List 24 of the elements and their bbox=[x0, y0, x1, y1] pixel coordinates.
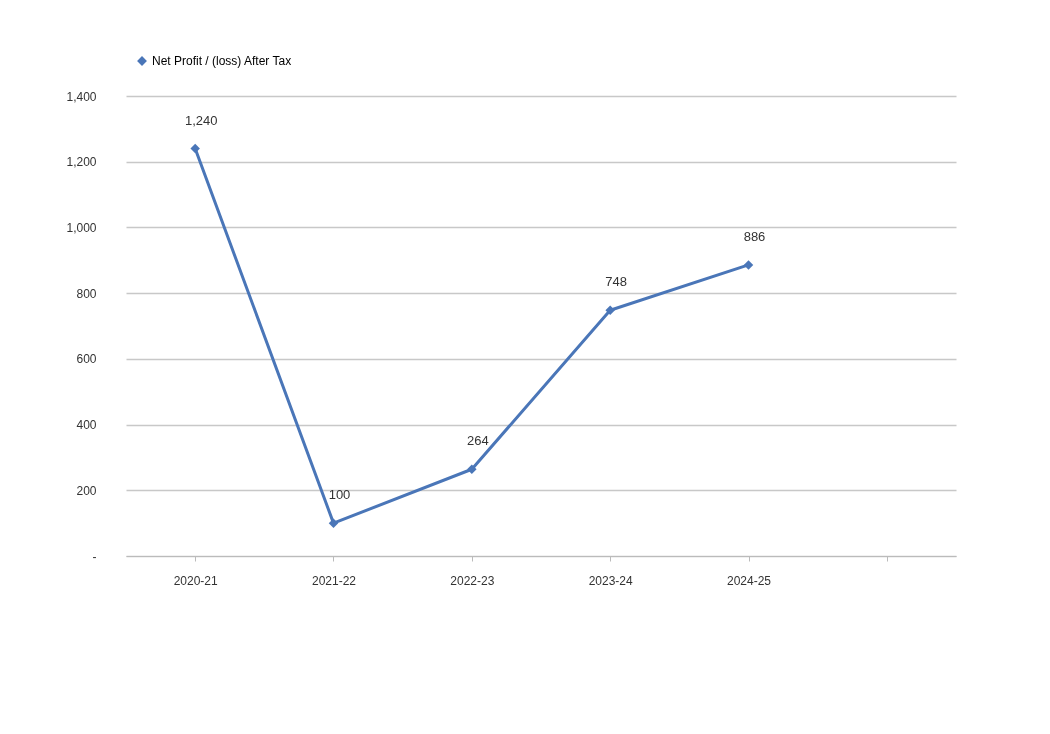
x-tick-label: 2024-25 bbox=[726, 573, 772, 588]
y-tick-label: 1,000 bbox=[66, 220, 97, 235]
x-tick-label: 2023-24 bbox=[588, 573, 634, 588]
y-tick-label: 1,400 bbox=[66, 89, 97, 104]
data-label: 100 bbox=[328, 487, 351, 503]
x-tick-label: 2020-21 bbox=[173, 573, 219, 588]
point bbox=[467, 464, 477, 474]
data-label: 1,240 bbox=[184, 112, 218, 128]
data-label: 748 bbox=[605, 274, 628, 290]
y-tick-label: 400 bbox=[76, 418, 97, 433]
point bbox=[190, 143, 200, 154]
y-tick-label: 1,200 bbox=[66, 155, 97, 170]
data-label: 886 bbox=[743, 228, 766, 244]
data-label: 264 bbox=[466, 433, 489, 449]
y-tick-label: 600 bbox=[76, 352, 97, 367]
x-tick-label: 2022-23 bbox=[450, 573, 495, 588]
y-tick-label: - bbox=[92, 549, 97, 564]
y-tick-label: 800 bbox=[76, 286, 97, 301]
legend-label: Net Profit / (loss) After Tax bbox=[152, 54, 292, 68]
point bbox=[605, 305, 615, 315]
y-tick-label: 200 bbox=[76, 483, 97, 498]
point bbox=[743, 260, 754, 270]
point bbox=[328, 518, 339, 528]
x-tick-label: 2021-22 bbox=[311, 573, 357, 588]
